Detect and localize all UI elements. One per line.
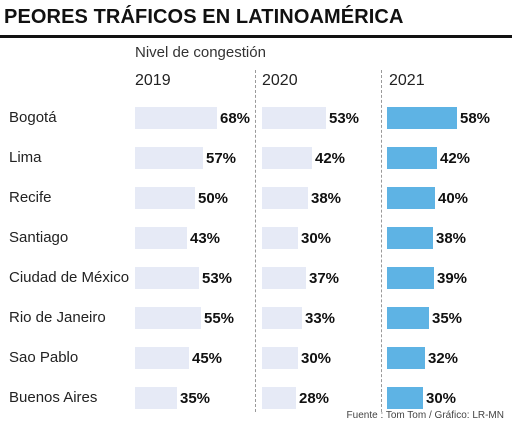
value-label: 37% <box>309 270 340 287</box>
category-label: Bogotá <box>9 109 57 126</box>
bar-2021-1 <box>387 147 437 169</box>
category-label: Santiago <box>9 229 69 246</box>
bar-2019-6 <box>135 347 189 369</box>
bar-2021-3 <box>387 227 433 249</box>
bar-2019-7 <box>135 387 177 409</box>
bar-2020-6 <box>262 347 298 369</box>
value-label: 42% <box>315 150 346 167</box>
bar-2020-7 <box>262 387 296 409</box>
bar-2020-1 <box>262 147 312 169</box>
title-rule <box>0 35 512 38</box>
bar-2021-7 <box>387 387 423 409</box>
value-label: 35% <box>432 310 463 327</box>
bar-2021-4 <box>387 267 434 289</box>
value-label: 39% <box>437 270 468 287</box>
category-label: Lima <box>9 149 42 166</box>
year-header-2020: 2020 <box>262 72 298 89</box>
bar-2020-4 <box>262 267 306 289</box>
value-label: 38% <box>436 230 467 247</box>
category-label: Rio de Janeiro <box>9 309 106 326</box>
bar-2019-4 <box>135 267 199 289</box>
value-label: 55% <box>204 310 235 327</box>
source-note: Fuente : Tom Tom / Gráfico: LR-MN <box>346 410 504 421</box>
chart-title: PEORES TRÁFICOS EN LATINOAMÉRICA <box>4 6 404 28</box>
category-label: Ciudad de México <box>9 269 130 286</box>
value-label: 30% <box>426 390 457 407</box>
value-label: 35% <box>180 390 211 407</box>
category-label: Recife <box>9 189 52 206</box>
bar-2021-5 <box>387 307 429 329</box>
value-label: 42% <box>440 150 471 167</box>
category-label: Sao Pablo <box>9 349 79 366</box>
value-label: 33% <box>305 310 336 327</box>
value-label: 58% <box>460 110 491 127</box>
value-label: 40% <box>438 190 469 207</box>
bar-2020-5 <box>262 307 302 329</box>
bar-2021-2 <box>387 187 435 209</box>
value-label: 53% <box>202 270 233 287</box>
value-label: 30% <box>301 350 332 367</box>
bar-2019-2 <box>135 187 195 209</box>
bar-2020-0 <box>262 107 326 129</box>
chart-subtitle: Nivel de congestión <box>135 44 266 61</box>
bar-2021-6 <box>387 347 425 369</box>
bar-2019-1 <box>135 147 203 169</box>
value-label: 45% <box>192 350 223 367</box>
value-label: 38% <box>311 190 342 207</box>
value-label: 68% <box>220 110 251 127</box>
value-label: 30% <box>301 230 332 247</box>
bar-2019-0 <box>135 107 217 129</box>
column-separator <box>381 70 382 412</box>
year-header-2019: 2019 <box>135 72 171 89</box>
value-label: 57% <box>206 150 237 167</box>
bar-2020-2 <box>262 187 308 209</box>
bar-2019-5 <box>135 307 201 329</box>
value-label: 28% <box>299 390 330 407</box>
year-header-2021: 2021 <box>389 72 425 89</box>
category-label: Buenos Aires <box>9 389 98 406</box>
bar-2019-3 <box>135 227 187 249</box>
value-label: 32% <box>428 350 459 367</box>
value-label: 53% <box>329 110 360 127</box>
value-label: 43% <box>190 230 221 247</box>
value-label: 50% <box>198 190 229 207</box>
column-separator <box>255 70 256 412</box>
bar-2020-3 <box>262 227 298 249</box>
bar-2021-0 <box>387 107 457 129</box>
